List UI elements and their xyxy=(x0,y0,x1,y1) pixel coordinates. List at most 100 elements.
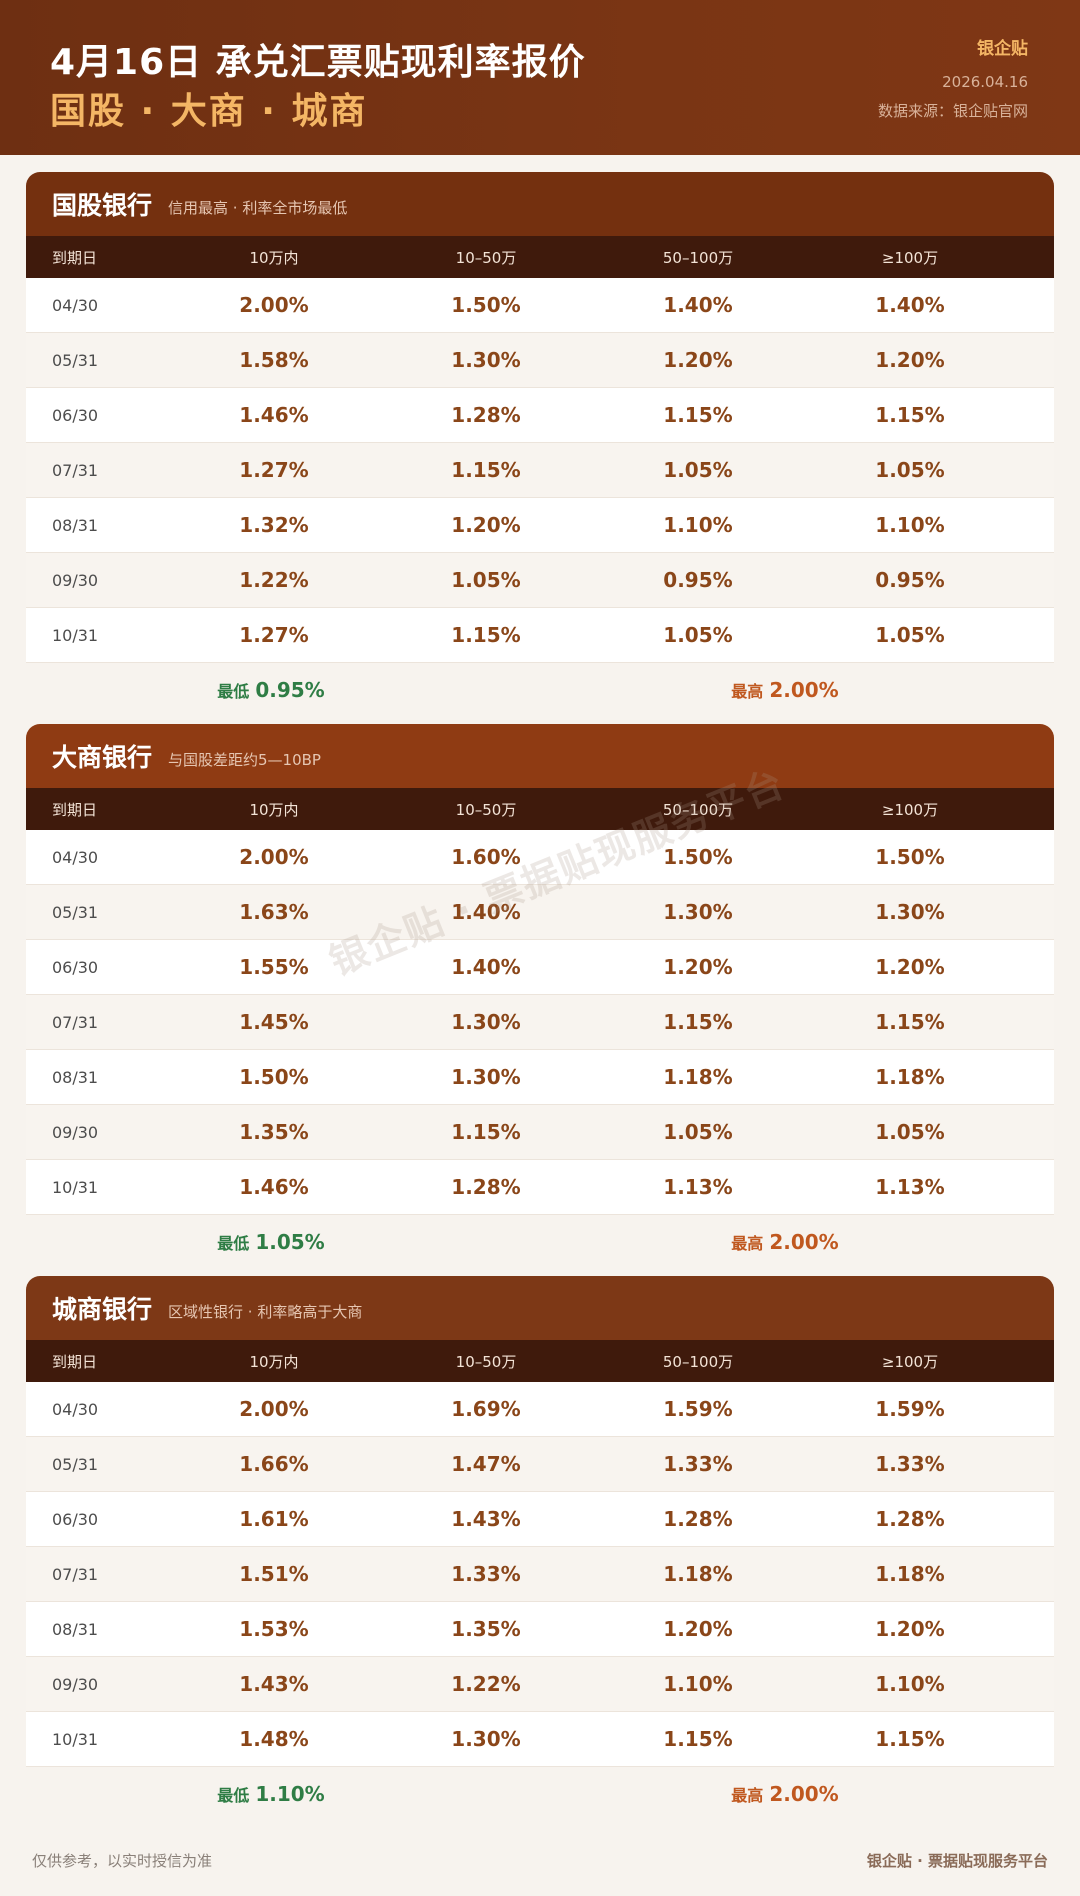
section-title: 城商银行 xyxy=(52,1295,153,1324)
maturity-date: 08/31 xyxy=(52,1619,99,1639)
section-summary: 最低 1.05% 最高 2.00% xyxy=(26,1215,1054,1269)
maturity-date: 04/30 xyxy=(52,847,99,867)
maturity-date: 08/31 xyxy=(52,1067,99,1087)
page-header: 4月16日 承兑汇票贴现利率报价 国股 · 大商 · 城商 银企贴 2026.0… xyxy=(0,0,1080,155)
rate-cell: 1.18% xyxy=(663,1065,733,1089)
column-header: 到期日 xyxy=(52,248,98,267)
column-header-row: 到期日 10万内 10–50万 50–100万 ≥100万 xyxy=(26,236,1054,278)
rate-cell: 1.61% xyxy=(239,1507,309,1531)
rate-cell: 1.30% xyxy=(451,1010,521,1034)
table-row: 04/30 2.00% 1.50% 1.40% 1.40% xyxy=(26,278,1054,333)
page-footer: 仅供参考，以实时授信为准 银企贴 · 票据贴现服务平台 xyxy=(0,1840,1080,1880)
rate-cell: 1.05% xyxy=(875,1120,945,1144)
quote-date: 2026.04.16 xyxy=(942,73,1028,91)
rate-cell: 1.15% xyxy=(875,403,945,427)
rate-cell: 2.00% xyxy=(239,1397,309,1421)
table-row: 08/31 1.32% 1.20% 1.10% 1.10% xyxy=(26,498,1054,553)
max-rate: 最高 2.00% xyxy=(516,678,1054,702)
maturity-date: 06/30 xyxy=(52,405,99,425)
rate-cell: 1.05% xyxy=(451,568,521,592)
table-row: 10/31 1.27% 1.15% 1.05% 1.05% xyxy=(26,608,1054,663)
maturity-date: 09/30 xyxy=(52,1122,99,1142)
section-summary: 最低 1.10% 最高 2.00% xyxy=(26,1767,1054,1821)
rate-section: 大商银行 与国股差距约5—10BP 到期日 10万内 10–50万 50–100万 ≥100… xyxy=(26,724,1054,1269)
rate-cell: 1.40% xyxy=(451,900,521,924)
rate-cell: 1.50% xyxy=(451,293,521,317)
rate-cell: 1.15% xyxy=(663,403,733,427)
rate-cell: 1.27% xyxy=(239,458,309,482)
column-header: 10–50万 xyxy=(455,800,517,819)
rate-cell: 1.20% xyxy=(451,513,521,537)
rate-cell: 1.05% xyxy=(663,458,733,482)
rate-cell: 1.22% xyxy=(239,568,309,592)
data-source: 数据来源：银企贴官网 xyxy=(877,102,1028,120)
min-value: 1.10% xyxy=(255,1782,325,1806)
maturity-date: 09/30 xyxy=(52,1674,99,1694)
table-row: 07/31 1.45% 1.30% 1.15% 1.15% xyxy=(26,995,1054,1050)
column-header: 50–100万 xyxy=(662,800,734,819)
rate-cell: 1.35% xyxy=(451,1617,521,1641)
table-row: 08/31 1.53% 1.35% 1.20% 1.20% xyxy=(26,1602,1054,1657)
rate-cell: 1.28% xyxy=(663,1507,733,1531)
section-title: 国股银行 xyxy=(52,191,153,220)
min-label: 最低 xyxy=(217,682,250,701)
column-header: ≥100万 xyxy=(881,1352,939,1371)
column-header: 10–50万 xyxy=(455,248,517,267)
rate-cell: 1.05% xyxy=(875,623,945,647)
rate-cell: 1.20% xyxy=(875,348,945,372)
maturity-date: 07/31 xyxy=(52,460,99,480)
rate-cell: 1.30% xyxy=(451,1727,521,1751)
rate-cell: 1.15% xyxy=(451,458,521,482)
table-row: 05/31 1.58% 1.30% 1.20% 1.20% xyxy=(26,333,1054,388)
rate-cell: 1.05% xyxy=(875,458,945,482)
table-row: 07/31 1.51% 1.33% 1.18% 1.18% xyxy=(26,1547,1054,1602)
section-header: 城商银行 区域性银行 · 利率略高于大商 xyxy=(26,1276,1054,1340)
rate-cell: 1.59% xyxy=(663,1397,733,1421)
min-value: 0.95% xyxy=(255,678,325,702)
rate-cell: 1.15% xyxy=(663,1727,733,1751)
max-rate: 最高 2.00% xyxy=(516,1782,1054,1806)
page-subtitle: 国股 · 大商 · 城商 xyxy=(50,91,368,132)
rate-cell: 1.30% xyxy=(875,900,945,924)
max-value: 2.00% xyxy=(769,678,839,702)
rate-cell: 1.47% xyxy=(451,1452,521,1476)
section-header: 大商银行 与国股差距约5—10BP xyxy=(26,724,1054,788)
rate-cell: 1.20% xyxy=(663,1617,733,1641)
rate-cell: 1.48% xyxy=(239,1727,309,1751)
min-rate: 最低 1.05% xyxy=(26,1230,516,1254)
maturity-date: 04/30 xyxy=(52,1399,99,1419)
rate-cell: 1.10% xyxy=(663,513,733,537)
rate-cell: 1.30% xyxy=(451,348,521,372)
min-label: 最低 xyxy=(217,1786,250,1805)
rate-cell: 1.40% xyxy=(663,293,733,317)
table-row: 05/31 1.66% 1.47% 1.33% 1.33% xyxy=(26,1437,1054,1492)
rate-cell: 1.20% xyxy=(663,348,733,372)
column-header: 10万内 xyxy=(249,248,299,267)
table-row: 06/30 1.55% 1.40% 1.20% 1.20% xyxy=(26,940,1054,995)
rate-cell: 1.28% xyxy=(451,1175,521,1199)
max-value: 2.00% xyxy=(769,1782,839,1806)
rate-cell: 1.28% xyxy=(875,1507,945,1531)
rate-cell: 1.35% xyxy=(239,1120,309,1144)
min-label: 最低 xyxy=(217,1234,250,1253)
rate-cell: 1.50% xyxy=(239,1065,309,1089)
column-header: 50–100万 xyxy=(662,248,734,267)
rate-cell: 1.15% xyxy=(875,1010,945,1034)
maturity-date: 10/31 xyxy=(52,1177,99,1197)
maturity-date: 04/30 xyxy=(52,295,99,315)
max-label: 最高 xyxy=(731,682,764,701)
maturity-date: 09/30 xyxy=(52,570,99,590)
rate-cell: 2.00% xyxy=(239,293,309,317)
rate-cell: 0.95% xyxy=(663,568,733,592)
section-header: 国股银行 信用最高 · 利率全市场最低 xyxy=(26,172,1054,236)
maturity-date: 07/31 xyxy=(52,1012,99,1032)
footer-brand: 银企贴 · 票据贴现服务平台 xyxy=(866,1851,1048,1870)
section-note: 信用最高 · 利率全市场最低 xyxy=(168,198,348,217)
column-header: ≥100万 xyxy=(881,800,939,819)
rate-cell: 1.43% xyxy=(451,1507,521,1531)
table-row: 05/31 1.63% 1.40% 1.30% 1.30% xyxy=(26,885,1054,940)
rate-cell: 1.05% xyxy=(663,1120,733,1144)
rate-cell: 1.20% xyxy=(875,955,945,979)
column-header: 10–50万 xyxy=(455,1352,517,1371)
maturity-date: 06/30 xyxy=(52,957,99,977)
